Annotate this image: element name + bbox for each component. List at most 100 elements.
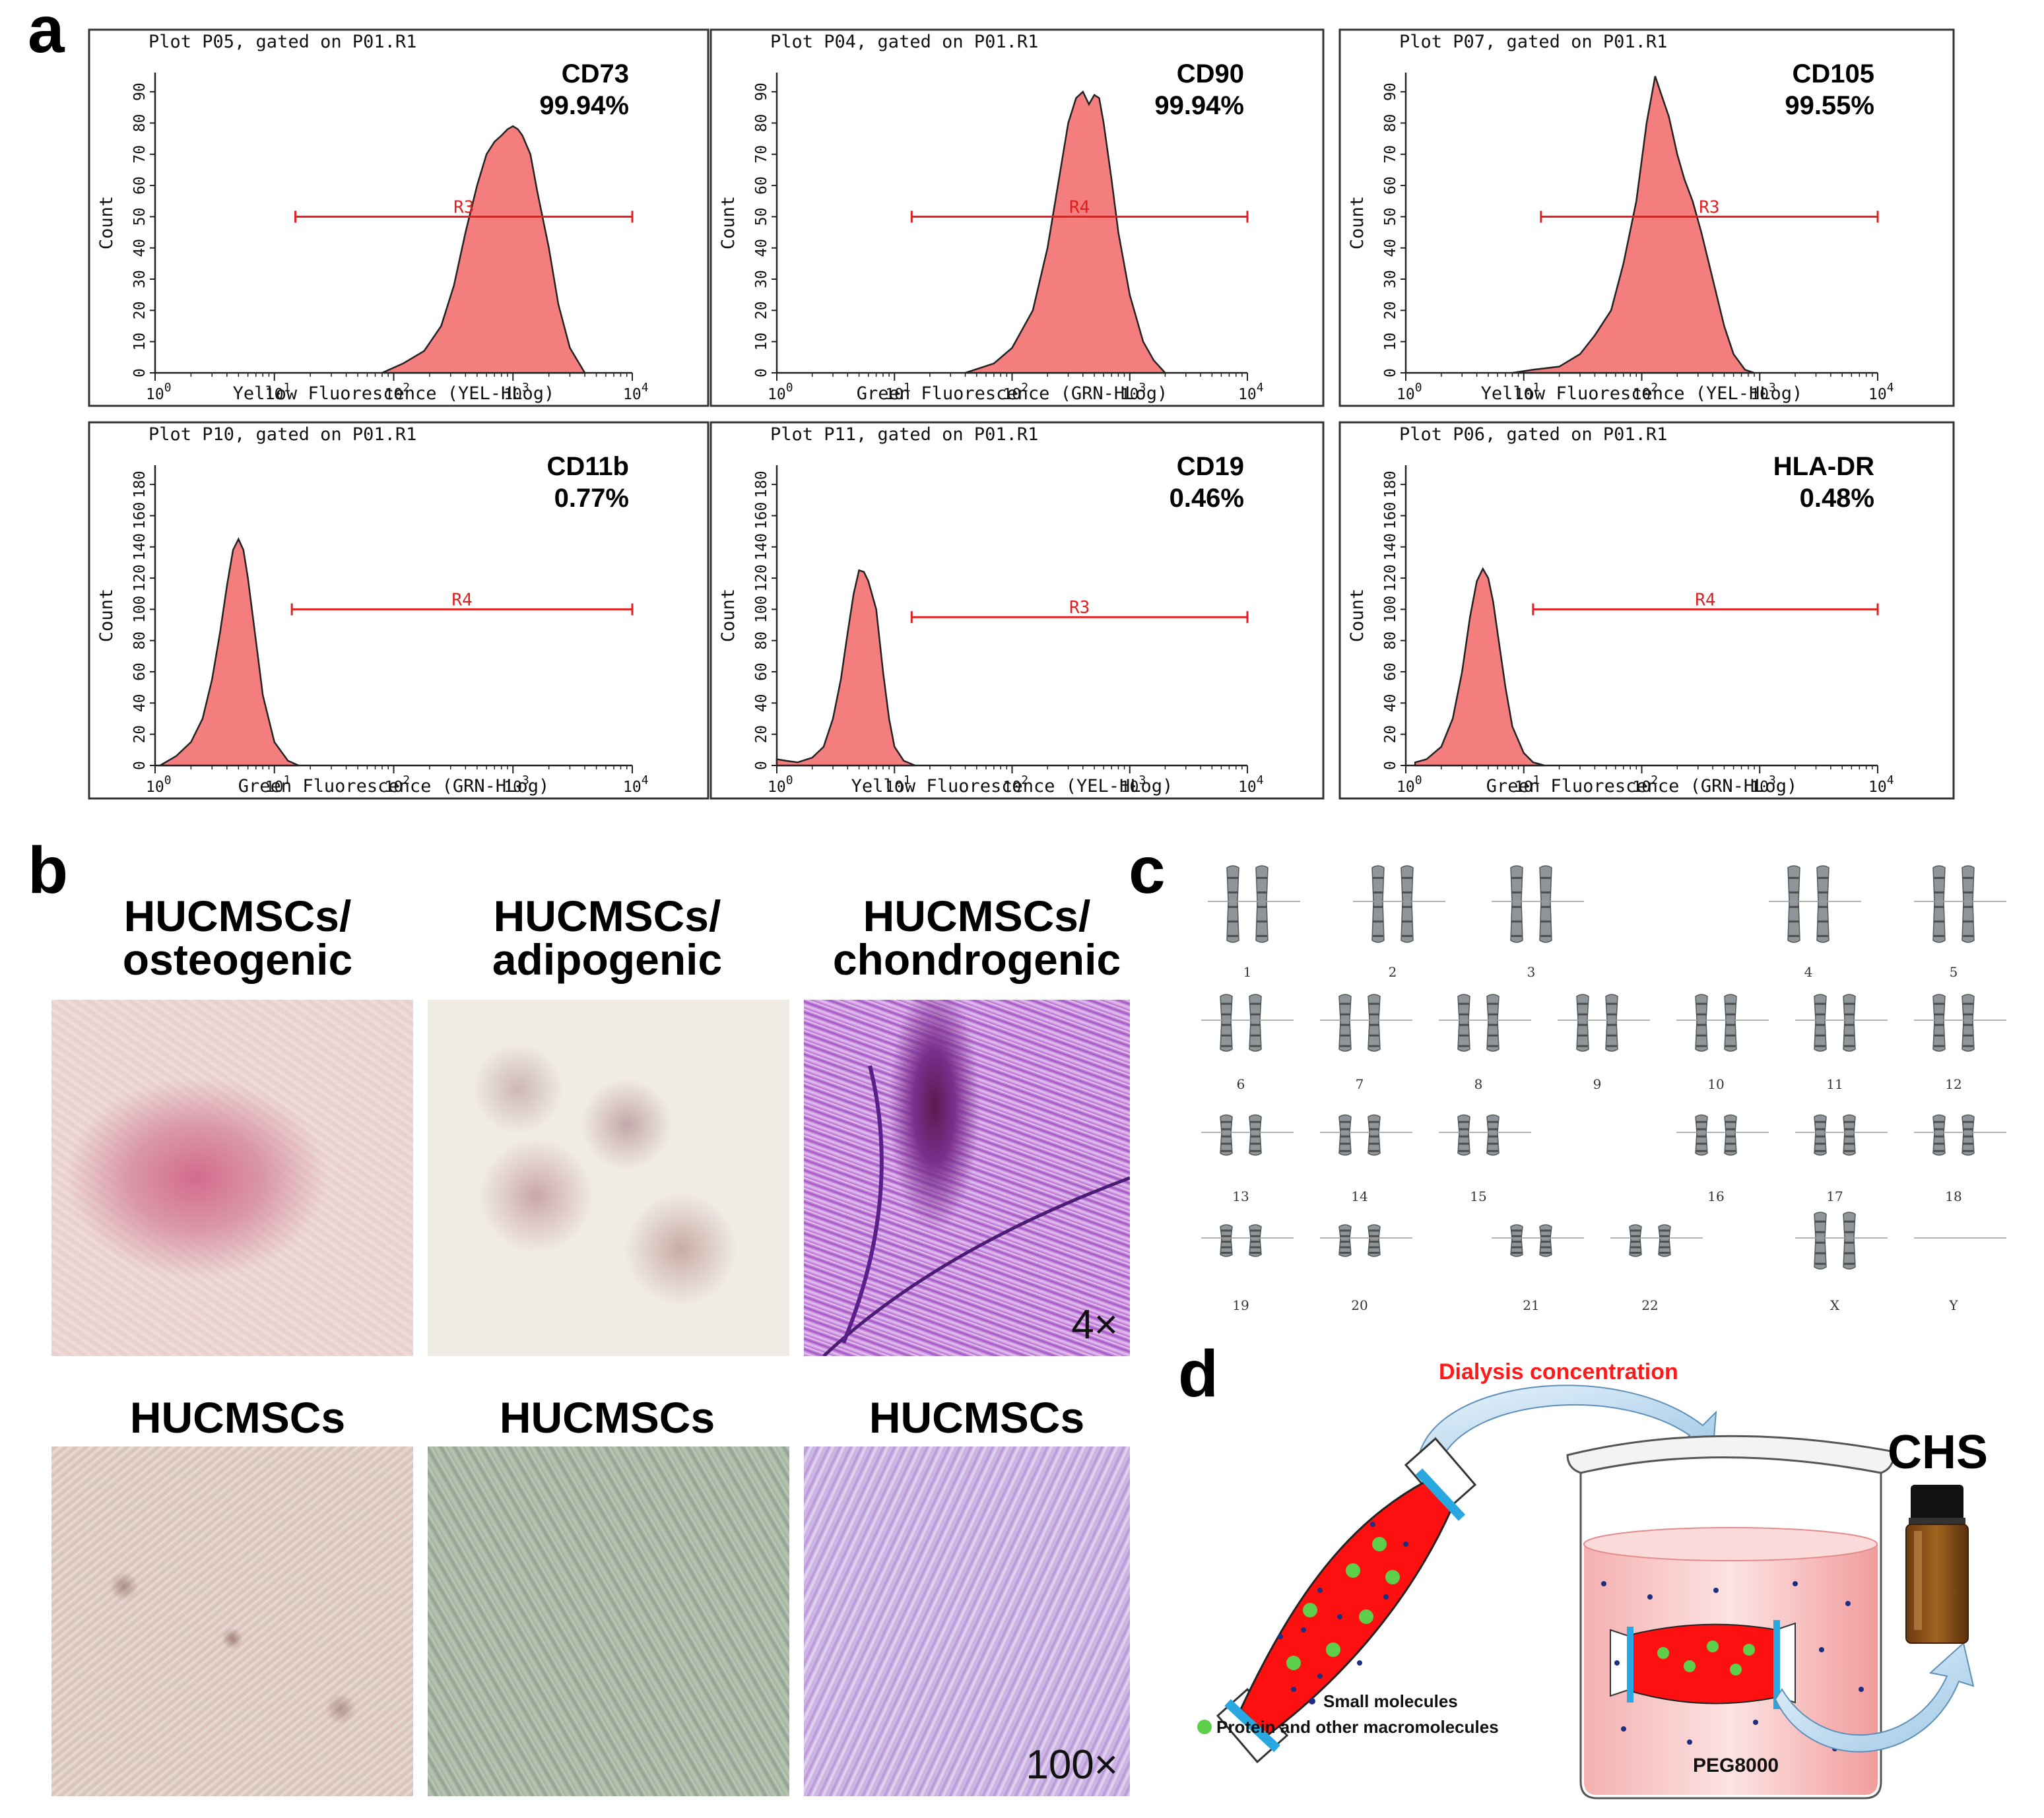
chromosome-pair-20: 20 [1320, 1224, 1412, 1313]
micrograph-control-chondrogenic: 100× [804, 1446, 1130, 1796]
chromosome-label: 16 [1707, 1188, 1724, 1204]
x-tick-label: 104 [1238, 381, 1264, 403]
protein-particle [1303, 1603, 1317, 1617]
y-tick-label: 100 [1382, 596, 1399, 624]
y-axis-label: Count [1347, 196, 1368, 249]
y-tick-label: 80 [753, 632, 770, 650]
y-axis-label: Count [718, 589, 739, 642]
y-tick-label: 0 [131, 368, 148, 377]
dialysis-title: Dialysis concentration [1439, 1359, 1678, 1384]
y-tick-label: 40 [753, 694, 770, 713]
x-tick-label: 100 [768, 381, 793, 403]
chs-label: CHS [1888, 1426, 1988, 1479]
y-tick-label: 180 [1382, 471, 1399, 498]
chromosome-label: 22 [1641, 1297, 1658, 1313]
x-axis-label: Yellow Fluorescence (YEL-HLog) [851, 776, 1173, 796]
chromosome [1787, 865, 1800, 943]
y-axis-label: Count [96, 589, 117, 642]
y-tick-label: 0 [131, 761, 148, 770]
marker-percent: 99.55% [1785, 91, 1874, 120]
y-tick-label: 10 [1382, 333, 1399, 351]
chromosome [1724, 1114, 1737, 1156]
chromosome [1338, 1224, 1352, 1257]
plot-title: Plot P11, gated on P01.R1 [770, 424, 1038, 445]
y-tick-label: 90 [1382, 82, 1399, 101]
marker-percent: 0.48% [1800, 484, 1874, 513]
y-tick-label: 160 [131, 502, 148, 530]
plot-title: Plot P10, gated on P01.R1 [148, 424, 416, 445]
chromosome [1226, 865, 1239, 943]
chromosome [1932, 865, 1946, 943]
protein-particle [1372, 1537, 1387, 1551]
chromosome-pair-10: 10 [1676, 994, 1769, 1092]
y-tick-label: 70 [1382, 145, 1399, 164]
y-tick-label: 160 [753, 502, 770, 530]
y-tick-label: 10 [131, 333, 148, 351]
chromosome [1962, 1114, 1975, 1156]
small-molecule [1291, 1687, 1296, 1692]
small-molecule [1601, 1581, 1606, 1586]
chromosome-label: 11 [1826, 1076, 1843, 1092]
chromosome [1539, 1224, 1552, 1257]
x-tick-label: 104 [623, 773, 649, 796]
chromosome-pair-14: 14 [1320, 1114, 1412, 1204]
chromosome [1814, 994, 1827, 1052]
chromosome-pair-21: 21 [1492, 1224, 1584, 1313]
y-tick-label: 60 [131, 176, 148, 195]
small-molecule [1832, 1746, 1837, 1751]
chromosome-pair-5: 5 [1914, 865, 2006, 980]
small-molecule [1793, 1581, 1798, 1586]
x-axis-label: Yellow Fluorescence (YEL-HLog) [1481, 383, 1803, 404]
chromosome-label: 5 [1950, 964, 1958, 980]
chromosome-pair-x: X [1795, 1212, 1888, 1313]
chromosome-pair-y: Y [1914, 1237, 2006, 1313]
plot-frame [709, 28, 1325, 407]
y-tick-label: 50 [131, 208, 148, 226]
histogram-cd73: Plot P05, gated on P01.R1 0 10 20 30 40 50 60 70… [88, 28, 709, 407]
x-axis-label: Green Fluorescence (GRN-HLog) [1486, 776, 1797, 796]
marker-percent: 99.94% [539, 91, 629, 120]
y-tick-label: 60 [1382, 663, 1399, 681]
y-tick-label: 0 [753, 761, 770, 770]
chromosome [1457, 1114, 1470, 1156]
y-tick-label: 60 [1382, 176, 1399, 195]
magnification-100x: 100× [1026, 1742, 1118, 1788]
marker-percent: 99.94% [1154, 91, 1244, 120]
plot-title: Plot P07, gated on P01.R1 [1399, 32, 1667, 52]
y-tick-label: 30 [753, 270, 770, 288]
small-molecule [1819, 1647, 1824, 1652]
x-axis-label: Green Fluorescence (GRN-HLog) [857, 383, 1168, 404]
protein-particle [1385, 1570, 1400, 1584]
y-tick-label: 120 [1382, 564, 1399, 592]
protein-particle [1743, 1644, 1755, 1656]
chromosome-pair-12: 12 [1914, 994, 2006, 1092]
chromosome [1814, 1212, 1827, 1270]
chromosome [1338, 1114, 1352, 1156]
y-tick-label: 40 [131, 694, 148, 713]
x-tick-label: 100 [1397, 381, 1422, 403]
y-tick-label: 0 [1382, 368, 1399, 377]
chs-vial: CHS [1888, 1426, 1988, 1644]
y-tick-label: 80 [1382, 632, 1399, 650]
title-control-2: HUCMSCs [499, 1393, 715, 1442]
chromosome [1629, 1224, 1642, 1257]
y-tick-label: 180 [131, 471, 148, 498]
chromosome [1814, 1114, 1827, 1156]
title-osteogenic: HUCMSCs/ osteogenic [122, 892, 353, 984]
chromosome-label: 12 [1945, 1076, 1962, 1092]
chromosome [1486, 1114, 1500, 1156]
legend-small-label: Small molecules [1323, 1691, 1458, 1711]
chromosome-label: 14 [1351, 1188, 1368, 1204]
chromosome [1695, 1114, 1708, 1156]
y-tick-label: 90 [131, 82, 148, 101]
histogram-area [1414, 567, 1545, 767]
chromosome [1371, 865, 1385, 943]
chromosome [1843, 1212, 1856, 1270]
y-tick-label: 120 [753, 564, 770, 592]
y-tick-label: 140 [1382, 533, 1399, 561]
y-tick-label: 20 [1382, 302, 1399, 320]
chromosome [1220, 1224, 1233, 1257]
chromosome-pair-16: 16 [1676, 1114, 1769, 1204]
x-tick-label: 100 [768, 773, 793, 796]
histogram-area [381, 125, 587, 374]
